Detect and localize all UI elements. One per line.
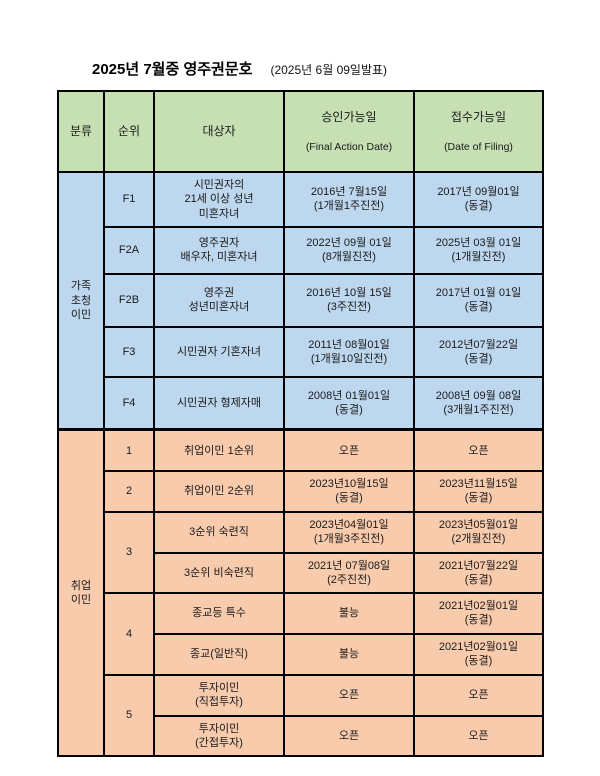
f2a-rank-cell: F2A [103,225,155,275]
family-row-f1: 가족 초청 이민 F1 시민권자의 21세 이상 성년 미혼자녀 2016년 7… [57,170,544,431]
eb4-special-target-cell: 종교등 특수 [153,591,285,635]
employment-row-eb1: 취업 이민 1 취업이민 1순위 오픈 오픈 [57,428,544,757]
col-header-rank: 순위 [103,90,155,173]
family-row-f2a: F2A 영주권자 배우자, 미혼자녀 2022년 09월 01일 (8개월진전)… [58,225,544,275]
eb4-religious-target-cell: 종교(일반직) [153,632,285,676]
family-row-f3: F3 시민권자 기혼자녀 2011년 08월01일 (1개월10일진전) 201… [58,325,544,378]
f2a-target-cell: 영주권자 배우자, 미혼자녀 [153,225,285,275]
f4-rank-cell: F4 [103,375,155,431]
section-label-employment: 취업 이민 [57,428,105,757]
eb5-rank-cell: 5 [103,673,155,757]
f4-final-action-cell: 2008년 01월01일 (동결) [283,375,415,431]
f4-filing-cell: 2008년 09월 08일 (3개월1주진전) [413,375,544,431]
f2a-filing-cell: 2025년 03월 01일 (1개월진전) [413,225,544,275]
eb4-religious-final-action-cell: 불능 [283,632,415,676]
f1-filing-cell: 2017년 09월01일 (동결) [413,170,544,228]
employment-row-eb3-unskilled: 3순위 비숙련직 2021년 07월08일 (2주진전) 2021년07월22일… [58,551,544,594]
col-header-filing: 접수가능일 (Date of Filing) [413,90,544,173]
family-row-f2b: F2B 영주권 성년미혼자녀 2016년 10월 15일 (3주진전) 2017… [58,272,544,328]
f2b-final-action-cell: 2016년 10월 15일 (3주진전) [283,272,415,328]
eb4-special-filing-cell: 2021년02월01일 (동결) [413,591,544,635]
eb1-filing-cell: 오픈 [413,428,544,472]
employment-row-eb5-direct: 5 투자이민 (직접투자) 오픈 오픈 [58,673,544,757]
f3-filing-cell: 2012년07월22일 (동결) [413,325,544,378]
eb1-rank-cell: 1 [103,428,155,472]
section-label-family: 가족 초청 이민 [57,170,105,431]
f3-rank-cell: F3 [103,325,155,378]
eb4-special-final-action-cell: 불능 [283,591,415,635]
f2a-final-action-cell: 2022년 09월 01일 (8개월진전) [283,225,415,275]
eb2-target-cell: 취업이민 2순위 [153,469,285,513]
eb4-religious-filing-cell: 2021년02월01일 (동결) [413,632,544,676]
eb2-rank-cell: 2 [103,469,155,513]
col-header-category: 분류 [57,90,105,173]
eb2-filing-cell: 2023년11월15일 (동결) [413,469,544,513]
page-header: 2025년 7월중 영주권문호 (2025년 6월 09일발표) [92,58,387,79]
col-header-target: 대상자 [153,90,285,173]
f1-target-cell: 시민권자의 21세 이상 성년 미혼자녀 [153,170,285,228]
f4-target-cell: 시민권자 형제자매 [153,375,285,431]
employment-row-eb3-skilled: 3 3순위 숙련직 2023년04월01일 (1개월3주진전) 2023년05월… [58,510,544,594]
table-header-row: 분류 순위 대상자 승인가능일 (Final Action Date) 접수가능… [57,90,544,173]
eb3-skilled-target-cell: 3순위 숙련직 [153,510,285,554]
f3-target-cell: 시민권자 기혼자녀 [153,325,285,378]
eb3-unskilled-filing-cell: 2021년07월22일 (동결) [413,551,544,594]
col-header-final-action-sub: (Final Action Date) [305,140,393,153]
f3-final-action-cell: 2011년 08월01일 (1개월10일진전) [283,325,415,378]
visa-bulletin-table: 분류 순위 대상자 승인가능일 (Final Action Date) 접수가능… [57,90,544,757]
eb2-final-action-cell: 2023년10월15일 (동결) [283,469,415,513]
eb3-rank-cell: 3 [103,510,155,594]
eb3-skilled-filing-cell: 2023년05월01일 (2개월진전) [413,510,544,554]
f2b-rank-cell: F2B [103,272,155,328]
eb3-unskilled-target-cell: 3순위 비숙련직 [153,551,285,594]
eb5-indirect-final-action-cell: 오픈 [283,714,415,757]
eb1-final-action-cell: 오픈 [283,428,415,472]
eb5-indirect-filing-cell: 오픈 [413,714,544,757]
f2b-filing-cell: 2017년 01월 01일 (동결) [413,272,544,328]
page-subtitle: (2025년 6월 09일발표) [270,63,388,77]
eb1-target-cell: 취업이민 1순위 [153,428,285,472]
col-header-final-action-main: 승인가능일 [321,109,377,124]
f2b-target-cell: 영주권 성년미혼자녀 [153,272,285,328]
eb5-indirect-target-cell: 투자이민 (간접투자) [153,714,285,757]
employment-row-eb2: 2 취업이민 2순위 2023년10월15일 (동결) 2023년11월15일 … [58,469,544,513]
eb5-direct-filing-cell: 오픈 [413,673,544,717]
employment-row-eb5-indirect: 투자이민 (간접투자) 오픈 오픈 [58,714,544,757]
employment-row-eb4-special: 4 종교등 특수 불능 2021년02월01일 (동결) [58,591,544,676]
eb5-direct-final-action-cell: 오픈 [283,673,415,717]
family-row-f4: F4 시민권자 형제자매 2008년 01월01일 (동결) 2008년 09월… [58,375,544,431]
f1-rank-cell: F1 [103,170,155,228]
eb3-skilled-final-action-cell: 2023년04월01일 (1개월3주진전) [283,510,415,554]
f1-final-action-cell: 2016년 7월15일 (1개월1주진전) [283,170,415,228]
page-title: 2025년 7월중 영주권문호 [92,61,253,78]
eb5-direct-target-cell: 투자이민 (직접투자) [153,673,285,717]
eb3-unskilled-final-action-cell: 2021년 07월08일 (2주진전) [283,551,415,594]
col-header-filing-sub: (Date of Filing) [444,140,513,153]
employment-row-eb4-religious: 종교(일반직) 불능 2021년02월01일 (동결) [58,632,544,676]
col-header-filing-main: 접수가능일 [450,109,507,124]
eb4-rank-cell: 4 [103,591,155,676]
col-header-final-action: 승인가능일 (Final Action Date) [283,90,415,173]
